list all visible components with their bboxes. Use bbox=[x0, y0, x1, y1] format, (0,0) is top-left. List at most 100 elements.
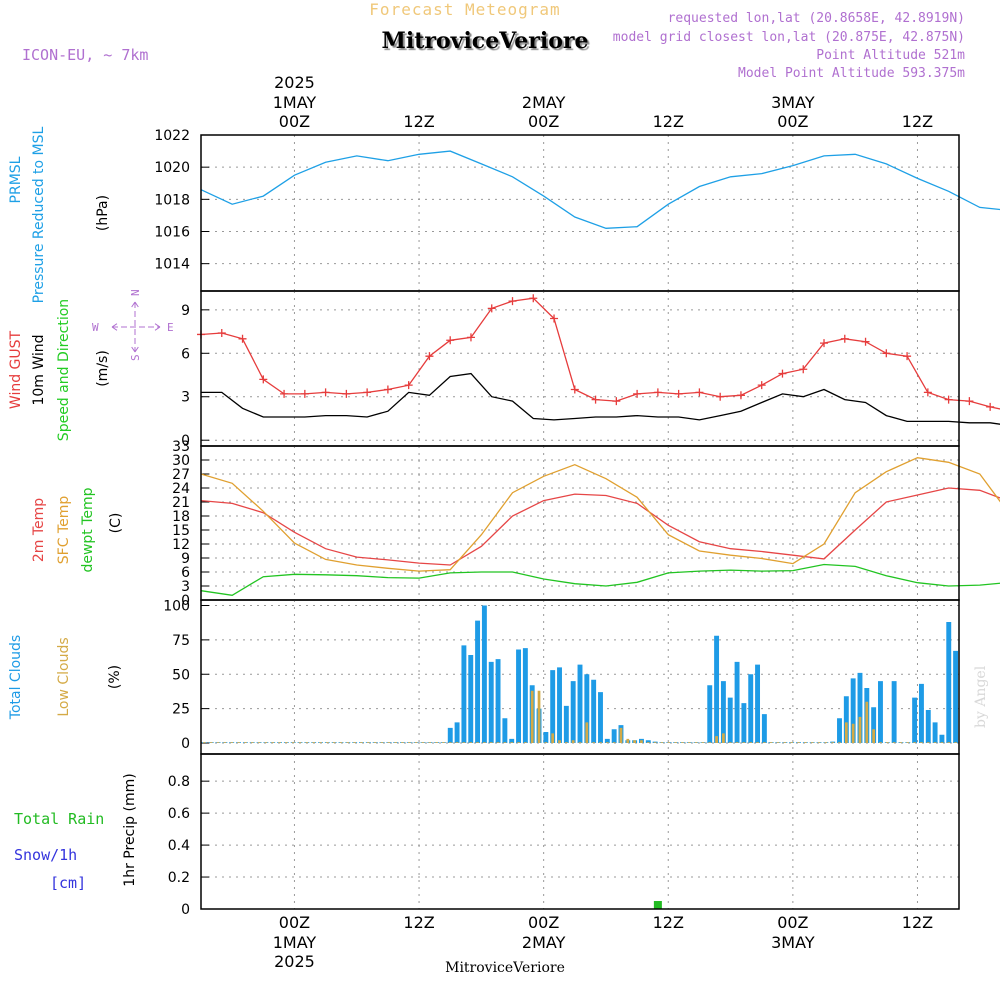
y-axis-series-label: PRMSL bbox=[8, 156, 24, 203]
total-cloud-bar bbox=[714, 635, 720, 743]
low-cloud-bar bbox=[312, 742, 316, 743]
low-cloud-bar bbox=[687, 742, 691, 743]
low-cloud-bar bbox=[332, 742, 336, 743]
total-cloud-bar bbox=[741, 703, 747, 743]
low-cloud-bar bbox=[735, 742, 739, 743]
low-cloud-bar bbox=[244, 742, 247, 743]
low-cloud-bar bbox=[319, 742, 322, 743]
low-cloud-bar bbox=[373, 742, 377, 743]
top-time-label: 12Z bbox=[653, 112, 684, 131]
low-cloud-bar bbox=[722, 733, 725, 743]
low-cloud-bar bbox=[455, 742, 459, 743]
y-tick-label: 75 bbox=[172, 633, 190, 649]
model-label: ICON-EU, ~ 7km bbox=[22, 46, 148, 64]
y-axis-unit: (%) bbox=[107, 665, 123, 689]
y-axis-series-label: Wind GUST bbox=[8, 330, 24, 409]
total-cloud-bar bbox=[891, 681, 897, 743]
low-cloud-bar bbox=[599, 742, 602, 743]
gust-marker bbox=[591, 395, 600, 404]
low-cloud-bar bbox=[503, 742, 507, 743]
low-cloud-bar bbox=[483, 742, 486, 743]
gust-marker bbox=[363, 388, 372, 397]
gust-marker bbox=[986, 402, 995, 411]
compass-n: N bbox=[129, 289, 142, 296]
panel-frame bbox=[200, 134, 960, 292]
low-cloud-bar bbox=[619, 727, 623, 743]
total-cloud-bar bbox=[550, 670, 556, 743]
low-cloud-bar bbox=[612, 742, 616, 743]
total-cloud-bar bbox=[502, 718, 508, 743]
low-cloud-bar bbox=[448, 742, 452, 743]
compass: W E N S bbox=[92, 289, 174, 361]
y-tick-label: 1014 bbox=[154, 257, 190, 273]
gust-marker bbox=[757, 381, 766, 390]
bottom-time-label: 2MAY bbox=[522, 933, 566, 952]
low-cloud-bar bbox=[742, 742, 746, 743]
low-cloud-bar bbox=[592, 742, 596, 743]
y-axis-unit: (C) bbox=[108, 513, 124, 534]
total-cloud-bar bbox=[447, 727, 453, 743]
y-axis-series-label: 2m Temp bbox=[31, 498, 47, 562]
low-cloud-bar bbox=[899, 742, 903, 743]
bottom-time-label: 2025 bbox=[274, 952, 315, 971]
bottom-time-label: 1MAY bbox=[273, 933, 317, 952]
low-cloud-bar bbox=[885, 742, 889, 743]
y-axis-unit: (m/s) bbox=[95, 350, 111, 387]
series-2m-temp bbox=[200, 487, 1000, 566]
low-cloud-bar bbox=[407, 742, 411, 743]
series-prmsl bbox=[200, 150, 1000, 229]
y-tick-label: 1018 bbox=[154, 192, 190, 208]
low-cloud-bar bbox=[353, 742, 357, 743]
y-tick-label: 0.4 bbox=[168, 838, 190, 854]
low-cloud-bar bbox=[660, 742, 664, 743]
panel-frame bbox=[200, 445, 960, 601]
snow-unit-label: [cm] bbox=[50, 874, 86, 892]
total-cloud-bar bbox=[475, 620, 481, 743]
low-cloud-bar bbox=[810, 742, 814, 743]
low-cloud-bar bbox=[325, 742, 329, 743]
y-tick-label: 1020 bbox=[154, 160, 190, 176]
low-cloud-bar bbox=[694, 742, 698, 743]
gust-marker bbox=[529, 294, 538, 303]
gust-marker bbox=[778, 369, 787, 378]
y-tick-label: 6 bbox=[181, 565, 190, 581]
low-cloud-bar bbox=[203, 742, 206, 743]
low-cloud-bar bbox=[216, 742, 220, 743]
gust-marker bbox=[674, 389, 683, 398]
y-axis-series-label: Low Clouds bbox=[56, 637, 72, 716]
low-cloud-bar bbox=[401, 742, 404, 743]
low-cloud-bar bbox=[653, 742, 657, 743]
y-axis-series-label: Pressure Reduced to MSL bbox=[31, 126, 47, 303]
total-cloud-bar bbox=[584, 674, 590, 743]
top-time-label: 3MAY bbox=[771, 93, 815, 112]
total-cloud-bar bbox=[761, 714, 767, 743]
total-cloud-bar bbox=[748, 674, 754, 743]
total-cloud-bar bbox=[953, 650, 959, 743]
low-cloud-bar bbox=[585, 722, 589, 743]
y-tick-label: 0 bbox=[181, 433, 190, 449]
y-tick-label: 0 bbox=[181, 902, 190, 918]
gust-marker bbox=[570, 385, 579, 394]
total-cloud-bar bbox=[563, 705, 569, 743]
bottom-time-label: 12Z bbox=[403, 913, 434, 932]
total-cloud-bar bbox=[727, 697, 733, 743]
y-tick-label: 1016 bbox=[154, 224, 190, 240]
low-cloud-bar bbox=[305, 742, 309, 743]
series-dewpt-temp bbox=[200, 563, 1000, 596]
low-cloud-bar bbox=[230, 742, 234, 743]
gust-marker bbox=[446, 336, 455, 345]
low-cloud-bar bbox=[428, 742, 432, 743]
y-tick-label: 15 bbox=[172, 523, 190, 539]
low-cloud-bar bbox=[817, 742, 821, 743]
low-cloud-bar bbox=[271, 742, 275, 743]
gust-marker bbox=[508, 297, 517, 306]
y-tick-label: 50 bbox=[172, 667, 190, 683]
total-cloud-bar bbox=[645, 740, 651, 743]
bottom-time-label: 00Z bbox=[528, 913, 559, 932]
compass-e: E bbox=[167, 321, 174, 334]
low-cloud-bar bbox=[237, 742, 240, 743]
y-tick-label: 6 bbox=[181, 346, 190, 362]
y-tick-label: 0.6 bbox=[168, 806, 190, 822]
y-axis-unit: (hPa) bbox=[95, 195, 111, 231]
